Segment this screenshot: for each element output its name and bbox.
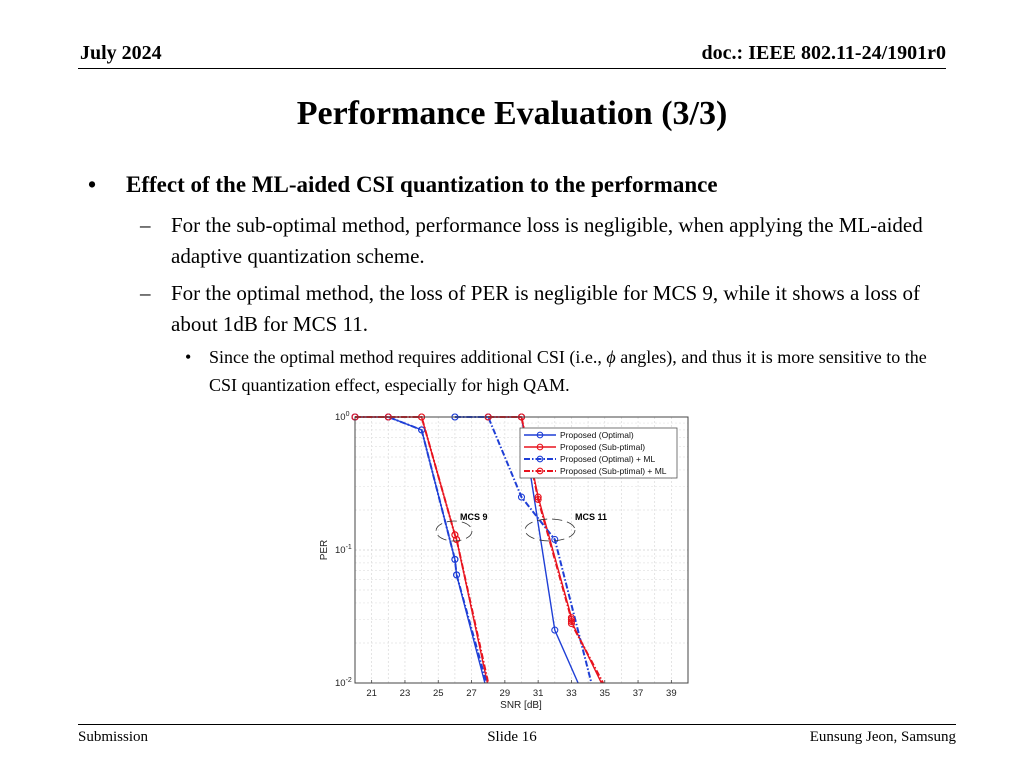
y-axis-label: PER xyxy=(319,540,330,561)
footer-author: Eunsung Jeon, Samsung xyxy=(809,729,956,745)
data-point xyxy=(451,555,459,563)
legend-marker xyxy=(536,467,544,475)
y-tick-label: 100 xyxy=(335,411,350,423)
series-line xyxy=(454,416,593,684)
x-tick-label: 21 xyxy=(366,688,377,699)
data-point xyxy=(567,619,576,628)
sub-bullet-2-text: For the optimal method, the loss of PER … xyxy=(171,281,920,336)
y-tick-label: 10-1 xyxy=(335,544,352,556)
x-tick-label: 29 xyxy=(500,688,511,699)
main-bullet-text: Effect of the ML-aided CSI quantization … xyxy=(126,172,718,197)
phi-symbol: ϕ xyxy=(606,347,616,367)
header-doc-id: doc.: IEEE 802.11-24/1901r0 xyxy=(701,42,946,64)
mcs9-ellipse xyxy=(435,520,473,542)
dash-icon: – xyxy=(140,213,151,237)
legend-label: Proposed (Optimal) xyxy=(560,430,634,440)
sub-sub-text-a: Since the optimal method requires additi… xyxy=(209,347,607,367)
x-tick-label: 23 xyxy=(400,688,411,699)
data-point xyxy=(451,531,459,539)
chart-ticks: 21 23 25 27 29 31 33 35 37 39 100 10-1 10-2 xyxy=(335,411,677,699)
x-tick-label: 27 xyxy=(466,688,477,699)
data-point xyxy=(551,535,559,544)
legend-label: Proposed (Optimal) + ML xyxy=(560,454,655,464)
legend-label: Proposed (Sub-ptimal) + ML xyxy=(560,466,667,476)
sub-sub-bullet-text: Since the optimal method requires additi… xyxy=(209,343,939,399)
data-point xyxy=(534,495,542,503)
x-tick-label: 31 xyxy=(533,688,544,699)
mcs11-ellipse xyxy=(524,518,576,542)
header-date: July 2024 xyxy=(80,42,162,64)
sub-bullet-1-text: For the sub-optimal method, performance … xyxy=(171,213,923,268)
legend-marker xyxy=(536,443,544,451)
sub-sub-text-b: angles), and thus it is more sensitive t… xyxy=(209,347,927,395)
data-point xyxy=(418,426,426,434)
x-tick-label: 35 xyxy=(599,688,610,699)
per-vs-snr-chart: 21 23 25 27 29 31 33 35 37 39 100 10-1 10-2 MCS 9 MC… xyxy=(319,411,689,711)
legend-label: Proposed (Sub-ptimal) xyxy=(560,442,645,452)
y-tick-label: 10-2 xyxy=(335,677,352,689)
x-axis-label: SNR [dB] xyxy=(500,700,542,711)
chart-legend: Proposed (Optimal) Proposed (Sub-ptimal) P… xyxy=(519,427,678,479)
footer-divider xyxy=(78,724,956,725)
data-point xyxy=(453,535,461,544)
data-point xyxy=(567,615,576,624)
footer-slide-number: Slide 16 xyxy=(487,729,537,745)
data-point xyxy=(551,626,559,634)
legend-box xyxy=(519,427,678,479)
mcs9-label: MCS 9 xyxy=(460,512,488,522)
legend-marker xyxy=(536,431,544,439)
bullet-dot-icon: • xyxy=(185,347,192,367)
plot-frame xyxy=(354,416,689,684)
legend-marker xyxy=(536,455,544,463)
data-point xyxy=(453,571,461,579)
dash-icon: – xyxy=(140,281,151,305)
x-tick-label: 37 xyxy=(633,688,644,699)
x-tick-label: 39 xyxy=(666,688,677,699)
data-point xyxy=(517,493,526,501)
bullet-dot-icon: • xyxy=(88,172,97,197)
header-divider xyxy=(78,68,946,69)
mcs11-label: MCS 11 xyxy=(575,512,607,522)
slide-title: Performance Evaluation (3/3) xyxy=(296,95,728,132)
footer-submission: Submission xyxy=(78,729,149,745)
x-tick-label: 25 xyxy=(433,688,444,699)
x-tick-label: 33 xyxy=(566,688,577,699)
